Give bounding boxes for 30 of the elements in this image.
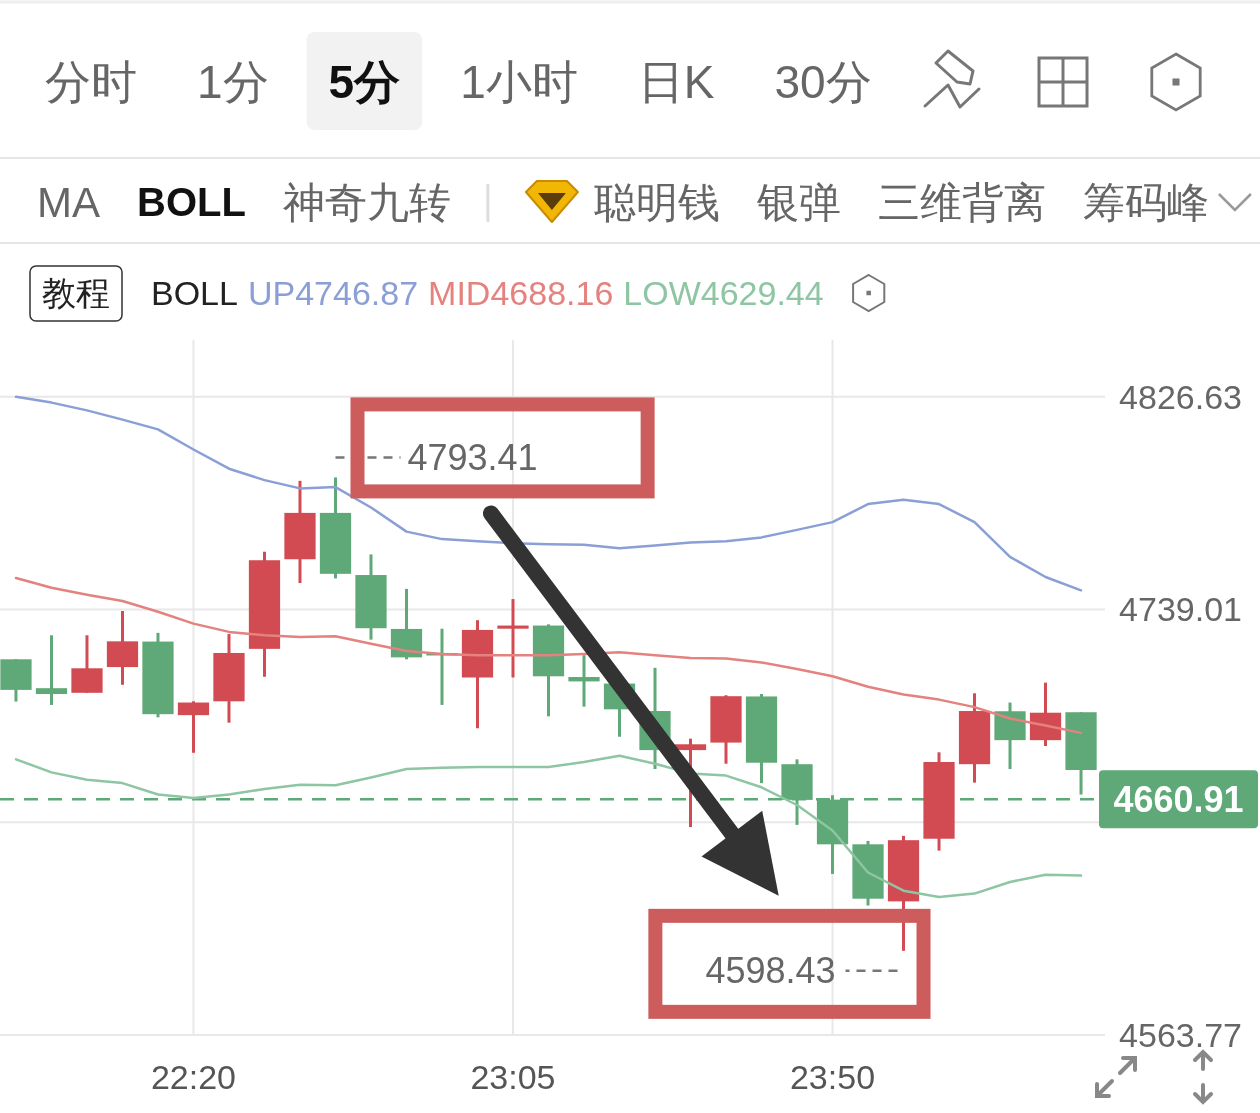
candlestick — [35, 635, 68, 705]
x-tick-label: 22:20 — [150, 1058, 237, 1096]
candlestick — [568, 655, 600, 707]
text: 筹码峰 — [1082, 178, 1209, 226]
text: MA — [37, 178, 100, 226]
text: 1小时 — [460, 56, 578, 108]
text: 银弹 — [755, 178, 841, 226]
y-tick-label: 4739.01 — [1119, 590, 1242, 629]
y-tick-label: 4563.77 — [1119, 1016, 1242, 1054]
x-tick-label: 23:05 — [470, 1058, 556, 1096]
y-tick-label: 4826.63 — [1119, 377, 1242, 416]
text: 神奇九转 — [282, 178, 451, 226]
text: 日K — [637, 56, 715, 108]
candlestick — [497, 599, 529, 678]
text: 教程 — [42, 274, 110, 312]
text: 聪明钱 — [593, 178, 720, 226]
text: BOLL — [137, 180, 246, 224]
text: 三维背离 — [877, 178, 1046, 226]
text: 5分 — [328, 56, 401, 108]
annotation: 4793.41 — [407, 436, 538, 478]
legend: BOLL UP4746.87 MID4688.16 LOW4629.44 — [151, 274, 824, 312]
text: 30分 — [774, 56, 872, 108]
text: 4660.91 — [1113, 778, 1244, 820]
line-series — [14, 576, 1083, 735]
line-series — [14, 395, 1083, 592]
annotation: 4598.43 — [705, 950, 836, 992]
text: 1分 — [197, 56, 269, 108]
text: 分时 — [45, 56, 137, 108]
line-series — [14, 754, 1083, 899]
x-tick-label: 23:50 — [789, 1058, 876, 1096]
